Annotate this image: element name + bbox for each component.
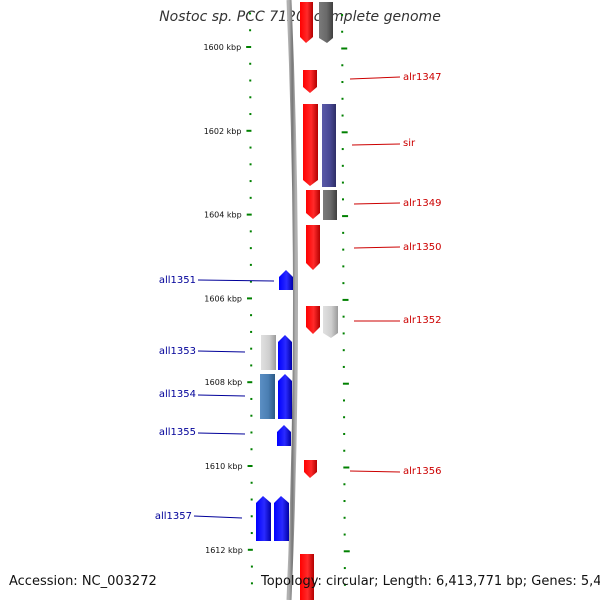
gene-arrow-all1357[interactable]: [274, 496, 289, 541]
leader-sir: [351, 143, 401, 146]
scale-label: 1604 kbp: [204, 211, 242, 220]
gene-label-all1351[interactable]: all1351: [159, 275, 196, 286]
leader-all1355: [197, 432, 246, 435]
gene-arrow-alr1356[interactable]: [304, 460, 317, 478]
gene-arrow-forward[interactable]: [300, 554, 314, 600]
homolog-block: [260, 374, 275, 419]
scale-label: 1612 kbp: [205, 546, 243, 555]
gene-label-sir[interactable]: sir: [403, 138, 416, 149]
scale-label: 1600 kbp: [203, 43, 241, 52]
homolog-block: [323, 306, 338, 338]
gene-arrow-alr1349[interactable]: [306, 190, 320, 219]
homolog-block: [319, 2, 333, 43]
gene-label-alr1347[interactable]: alr1347: [403, 72, 441, 83]
gene-label-alr1350[interactable]: alr1350: [403, 242, 441, 253]
gene-label-all1357[interactable]: all1357: [155, 511, 192, 522]
chromosome-backbone: [286, 0, 298, 600]
leader-all1353: [197, 350, 246, 353]
accession-text: Accession: NC_003272: [9, 574, 157, 589]
gene-label-all1353[interactable]: all1353: [159, 346, 196, 357]
forward-gene-arrows: [300, 2, 320, 600]
gene-label-all1355[interactable]: all1355: [159, 427, 196, 438]
leader-all1354: [197, 394, 246, 397]
scale-ticks: [246, 12, 350, 586]
scale-label: 1602 kbp: [204, 127, 242, 136]
leader-alr1350: [353, 246, 401, 249]
scale-label: 1606 kbp: [204, 294, 242, 303]
gene-arrow-all1357[interactable]: [256, 496, 271, 541]
forward-gene-labels: alr1347 sir alr1349 alr1350 alr1352 alr1…: [403, 72, 441, 477]
scale-label: 1610 kbp: [205, 462, 243, 471]
homolog-block: [261, 335, 276, 370]
forward-gene-leaders: [349, 76, 401, 473]
gene-arrow-all1353[interactable]: [278, 335, 292, 370]
gene-arrow-alr1352[interactable]: [306, 306, 320, 334]
reverse-gene-arrows: [256, 270, 293, 541]
reverse-gene-leaders: [193, 279, 275, 519]
gene-label-all1354[interactable]: all1354: [159, 389, 196, 400]
gene-label-alr1356[interactable]: alr1356: [403, 466, 441, 477]
homolog-block: [323, 190, 337, 220]
gene-arrow-all1351[interactable]: [279, 270, 293, 290]
leader-all1351: [197, 279, 275, 282]
leader-alr1349: [353, 202, 401, 205]
gene-arrow-alr1347[interactable]: [303, 70, 317, 93]
gene-arrow-forward[interactable]: [300, 2, 313, 43]
scale-label: 1608 kbp: [205, 378, 243, 387]
leader-all1357: [193, 515, 243, 519]
gene-arrow-sir[interactable]: [303, 104, 318, 186]
gene-arrow-all1354[interactable]: [278, 374, 292, 419]
gene-label-alr1349[interactable]: alr1349: [403, 198, 441, 209]
gene-arrow-alr1350[interactable]: [306, 225, 320, 270]
leader-alr1347: [349, 76, 401, 80]
leader-alr1356: [349, 470, 401, 473]
homolog-block: [322, 104, 336, 187]
scale-labels: 1600 kbp 1602 kbp 1604 kbp 1606 kbp 1608 kbp…: [203, 43, 242, 555]
gene-label-alr1352[interactable]: alr1352: [403, 315, 441, 326]
homolog-blocks: [260, 2, 338, 419]
reverse-gene-labels: all1351 all1353 all1354 all1355 all1357: [155, 275, 196, 522]
genome-summary: Topology: circular; Length: 6,413,771 bp…: [261, 574, 600, 589]
gene-arrow-all1355[interactable]: [277, 425, 291, 446]
